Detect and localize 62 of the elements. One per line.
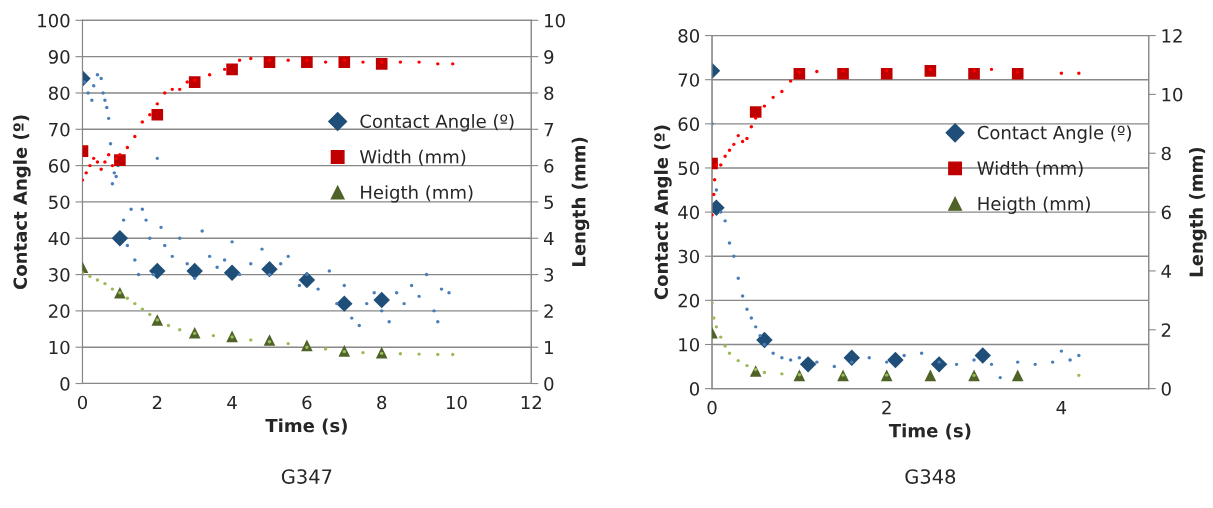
legend-label: Contact Angle (º) — [360, 114, 514, 132]
y-axis-title: Contact Angle (º) — [13, 115, 31, 290]
y-axis-title: Contact Angle (º) — [654, 125, 672, 300]
y-tick-label: 60 — [48, 159, 70, 173]
y2-axis-title: Length (mm) — [571, 137, 590, 266]
x-tick-label: 2 — [882, 400, 891, 415]
y-tick-label: 90 — [48, 50, 70, 64]
y-tick-label: 50 — [49, 195, 70, 210]
legend-label: Width (mm) — [977, 160, 1083, 178]
x-tick-label: 2 — [152, 395, 162, 410]
x-axis-title: Time (s) — [265, 418, 347, 435]
x-tick-label: 0 — [77, 395, 88, 410]
y2-tick-label: 7 — [544, 122, 554, 137]
y2-tick-label: 6 — [544, 159, 554, 173]
legend-label: Width (mm) — [359, 149, 466, 166]
x-tick-label: 6 — [302, 395, 312, 410]
y-tick-label: 10 — [49, 340, 70, 355]
legend-label: Heigth (mm) — [978, 196, 1090, 214]
legend-label: Contact Angle (º) — [977, 125, 1131, 143]
y2-tick-label: 8 — [1161, 146, 1171, 161]
y-tick-label: 40 — [48, 231, 70, 246]
x-tick-label: 0 — [707, 400, 717, 415]
x-tick-label: 4 — [1056, 400, 1067, 415]
y2-tick-label: 3 — [544, 268, 554, 282]
y-tick-label: 70 — [678, 73, 700, 87]
y-tick-label: 100 — [38, 13, 70, 28]
y2-tick-label: 9 — [544, 50, 554, 64]
y-tick-label: 10 — [679, 337, 700, 352]
y-tick-label: 80 — [48, 86, 70, 101]
y2-tick-label: 0 — [1161, 382, 1171, 396]
text: G347 — [281, 469, 332, 484]
y2-tick-label: 5 — [544, 195, 554, 210]
y2-tick-label: 8 — [544, 86, 554, 101]
y2-tick-label: 10 — [545, 13, 565, 28]
text: G348 — [905, 469, 956, 484]
y-tick-label: 20 — [49, 304, 70, 319]
y2-tick-label: 1 — [545, 340, 553, 355]
y2-tick-label: 2 — [1161, 323, 1171, 337]
y-tick-label: 0 — [689, 382, 700, 396]
x-tick-label: 10 — [446, 395, 467, 410]
y-tick-label: 30 — [678, 249, 700, 264]
x-tick-label: 4 — [227, 395, 237, 410]
y-tick-label: 30 — [49, 268, 70, 282]
y2-tick-label: 4 — [1161, 264, 1171, 278]
y2-tick-label: 12 — [1162, 29, 1182, 43]
y-tick-label: 60 — [678, 117, 700, 131]
y2-tick-label: 4 — [543, 231, 554, 246]
y-tick-label: 50 — [678, 161, 700, 176]
y2-tick-label: 6 — [1161, 205, 1171, 220]
y-tick-label: 80 — [678, 29, 700, 43]
legend-label: Heigth (mm) — [361, 185, 473, 203]
x-axis-title: Time (s) — [888, 423, 971, 440]
y-tick-label: 20 — [678, 293, 700, 308]
y-tick-label: 70 — [49, 122, 70, 137]
y2-tick-label: 0 — [544, 377, 554, 391]
y-tick-label: 0 — [60, 377, 70, 391]
y2-tick-label: 2 — [544, 304, 553, 318]
y2-tick-label: 10 — [1162, 87, 1183, 102]
x-tick-label: 8 — [377, 395, 387, 410]
y-tick-label: 40 — [678, 205, 700, 220]
x-tick-label: 12 — [521, 395, 541, 410]
y2-axis-title: Length (mm) — [1189, 147, 1207, 277]
